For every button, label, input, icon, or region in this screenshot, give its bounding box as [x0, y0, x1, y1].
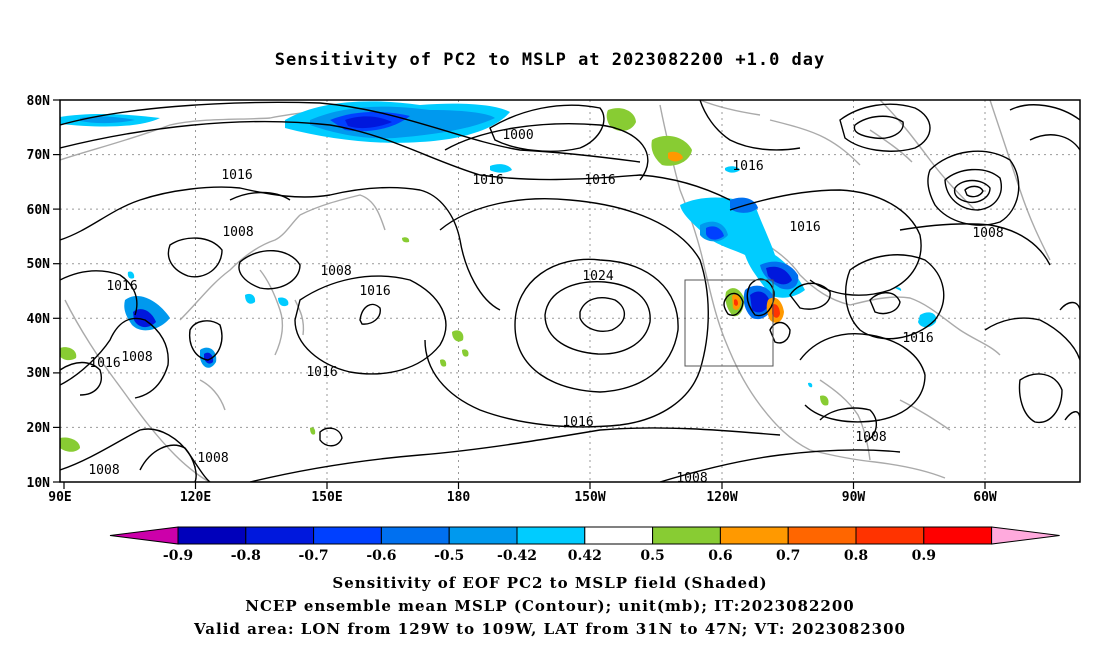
- lat-label: 10N: [27, 476, 51, 491]
- colorbar-swatch: [177, 526, 247, 545]
- colorbar: -0.9 -0.8 -0.7 -0.6 -0.5 -0.42 0.42 0.5 0.6 0.7 0.…: [109, 526, 1060, 564]
- plot-frame: [59, 99, 1081, 483]
- lon-label: 180: [447, 490, 471, 505]
- colorbar-swatch: [719, 526, 789, 545]
- negative-sensitivity-shading: [60, 101, 937, 368]
- lon-label: 120W: [706, 490, 737, 505]
- valid-area-box: [684, 279, 774, 367]
- colorbar-tick-label: -0.5: [434, 548, 464, 564]
- colorbar-swatch: [923, 526, 993, 545]
- footer-line-3: Valid area: LON from 129W to 109W, LAT f…: [194, 620, 906, 638]
- colorbar-swatch: [313, 526, 382, 545]
- footer-line-2: NCEP ensemble mean MSLP (Contour); unit(…: [245, 597, 855, 615]
- lat-label: 30N: [27, 366, 51, 381]
- contour-label: 1000: [502, 128, 533, 143]
- contour-label: 1016: [562, 415, 593, 430]
- contour-label: 1008: [88, 463, 119, 478]
- contour-label: 1008: [320, 264, 351, 279]
- contour-label: 1016: [359, 284, 390, 299]
- colorbar-tick-label: -0.6: [366, 548, 396, 564]
- footer-line-1: Sensitivity of EOF PC2 to MSLP field (Sh…: [332, 574, 768, 592]
- colorbar-tick-label: 0.8: [844, 548, 868, 564]
- colorbar-tick-label: -0.42: [497, 548, 537, 564]
- lat-label: 20N: [27, 421, 51, 436]
- contour-label: 1016: [89, 356, 120, 371]
- contour-label: 1016: [902, 331, 933, 346]
- colorbar-swatch: [787, 526, 857, 545]
- contour-label: 1008: [121, 350, 152, 365]
- contour-label: 1016: [106, 279, 137, 294]
- colorbar-left-arrow: [109, 526, 179, 545]
- contour-label: 1008: [676, 471, 707, 486]
- colorbar-swatch: [380, 526, 450, 545]
- colorbar-tick-label: 0.6: [708, 548, 732, 564]
- colorbar-swatch: [584, 526, 654, 545]
- grid-lines: [60, 100, 1080, 482]
- map-title: Sensitivity of PC2 to MSLP at 2023082200…: [274, 50, 826, 70]
- colorbar-swatch: [245, 526, 315, 545]
- colorbar-tick-label: -0.9: [163, 548, 193, 564]
- contour-label: 1008: [972, 226, 1003, 241]
- lat-label: 50N: [27, 257, 51, 272]
- contour-label: 1008: [222, 225, 253, 240]
- coastlines: [60, 100, 1051, 482]
- colorbar-tick-label: -0.8: [231, 548, 261, 564]
- lat-label: 70N: [27, 148, 51, 163]
- contour-label: 1016: [584, 173, 615, 188]
- contour-label: 1016: [732, 159, 763, 174]
- lon-label: 120E: [180, 490, 211, 505]
- colorbar-tick-label: 0.42: [568, 548, 602, 564]
- contour-label: 1008: [197, 451, 228, 466]
- colorbar-swatch: [855, 526, 925, 545]
- contour-label: 1016: [789, 220, 820, 235]
- contour-label: 1008: [855, 430, 886, 445]
- colorbar-swatch: [652, 526, 721, 545]
- lon-label: 90W: [842, 490, 866, 505]
- contour-label: 1016: [221, 168, 252, 183]
- lat-label: 60N: [27, 203, 51, 218]
- colorbar-swatch: [448, 526, 518, 545]
- lat-label: 40N: [27, 312, 51, 327]
- lon-label: 90E: [48, 490, 71, 505]
- colorbar-tick-label: -0.7: [299, 548, 329, 564]
- contour-label: 1024: [582, 269, 613, 284]
- colorbar-tick-label: 0.9: [912, 548, 936, 564]
- contour-label: 1016: [472, 173, 503, 188]
- axis-ticks: [53, 99, 986, 489]
- lon-label: 150E: [311, 490, 342, 505]
- lat-label: 80N: [27, 94, 51, 109]
- lon-label: 150W: [574, 490, 605, 505]
- contour-label: 1016: [306, 365, 337, 380]
- colorbar-swatch: [516, 526, 586, 545]
- lon-label: 60W: [973, 490, 997, 505]
- colorbar-right-arrow: [991, 526, 1060, 545]
- plot-area: 1000 1024 1016 1016 1016 1016 1016 1016 …: [60, 100, 1080, 486]
- colorbar-tick-label: 0.5: [640, 548, 664, 564]
- colorbar-tick-label: 0.7: [776, 548, 800, 564]
